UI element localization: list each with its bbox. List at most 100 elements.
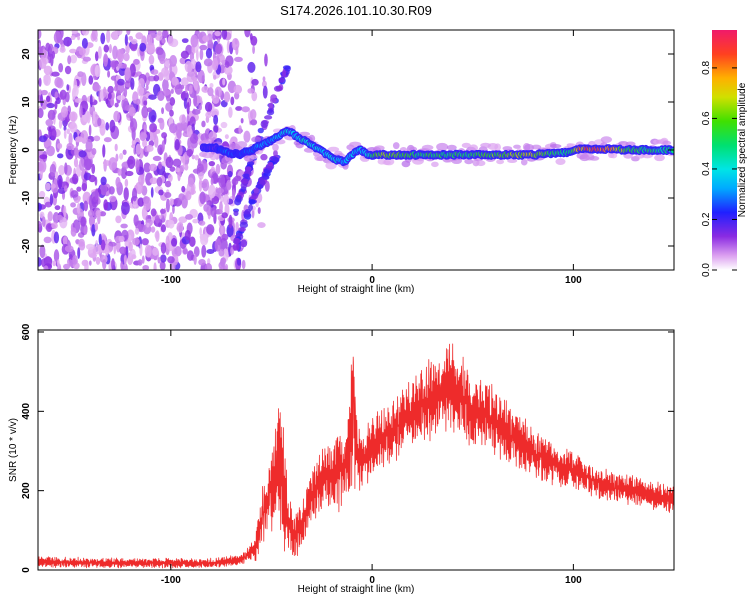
noise-blob xyxy=(161,132,168,139)
noise-blob xyxy=(190,34,199,48)
noise-blob xyxy=(107,85,114,94)
noise-blob xyxy=(120,223,128,229)
noise-blob xyxy=(180,90,189,101)
noise-blob xyxy=(169,198,174,207)
noise-blob xyxy=(174,84,183,95)
noise-blob xyxy=(87,209,95,218)
noise-blob xyxy=(153,75,160,82)
ridge-halo xyxy=(461,142,471,149)
noise-blob xyxy=(45,119,54,127)
noise-blob xyxy=(83,200,89,212)
ridge-halo xyxy=(327,146,340,152)
ridge-halo xyxy=(555,158,566,166)
figure-title: S174.2026.101.10.30.R09 xyxy=(280,3,432,18)
noise-blob xyxy=(169,109,174,117)
snr-y-label: SNR (10 * v/v) xyxy=(8,418,19,482)
noise-blob xyxy=(182,154,186,167)
noise-blob xyxy=(39,154,48,160)
noise-blob xyxy=(165,198,170,213)
noise-blob xyxy=(143,162,151,173)
noise-blob xyxy=(186,148,194,157)
noise-blob xyxy=(184,163,189,171)
ridge-halo xyxy=(325,161,337,170)
noise-blob xyxy=(231,38,240,51)
noise-blob xyxy=(115,176,121,188)
noise-blob xyxy=(189,133,199,144)
noise-blob xyxy=(175,167,180,173)
snr-panel: -100 0 100 0 200 400 600 Height of straight l… xyxy=(8,323,675,595)
noise-blob xyxy=(38,162,45,172)
noise-blob xyxy=(160,242,167,254)
noise-blob xyxy=(124,170,134,177)
noise-blob xyxy=(38,220,42,228)
noise-blob xyxy=(196,163,204,173)
branch-streak xyxy=(236,194,242,200)
noise-blob xyxy=(121,97,129,111)
noise-blob xyxy=(81,30,90,36)
y-tick-label: 400 xyxy=(21,403,32,420)
noise-blob xyxy=(57,187,66,194)
noise-blob xyxy=(148,94,157,100)
noise-blob xyxy=(189,116,196,127)
noise-blob xyxy=(38,107,44,119)
noise-blob xyxy=(49,193,54,206)
noise-blob xyxy=(38,30,42,40)
noise-blob xyxy=(213,125,219,134)
noise-blob xyxy=(38,135,48,143)
noise-blob xyxy=(95,210,101,217)
noise-blob xyxy=(241,259,246,270)
noise-blob xyxy=(124,67,131,80)
y-tick-label: 0 xyxy=(21,147,32,153)
noise-blob xyxy=(161,67,169,77)
noise-blob xyxy=(198,258,206,266)
spectrogram-y-ticks: 20 10 0 -10 -20 xyxy=(21,48,674,253)
noise-blob xyxy=(89,94,93,108)
noise-blob xyxy=(114,143,118,152)
ridge-halo xyxy=(349,141,362,148)
noise-blob xyxy=(66,142,74,151)
noise-blob xyxy=(264,53,268,67)
noise-blob xyxy=(59,89,67,100)
noise-blob xyxy=(46,95,51,103)
ridge-halo xyxy=(421,144,434,151)
branch-streak xyxy=(232,243,240,251)
ridge-halo xyxy=(520,158,528,166)
noise-blob xyxy=(164,180,172,188)
noise-blob xyxy=(185,190,192,201)
noise-blob xyxy=(220,257,227,265)
noise-blob xyxy=(243,130,251,143)
noise-blob xyxy=(70,35,76,41)
colorbar-tick-label: 0.0 xyxy=(701,263,712,277)
branch-streak xyxy=(278,84,284,91)
noise-blob xyxy=(202,35,210,43)
snr-y-ticks: 0 200 400 600 xyxy=(21,323,674,573)
noise-blob xyxy=(72,85,79,97)
noise-blob xyxy=(150,208,157,217)
ridge-halo xyxy=(600,136,613,144)
ridge-halo xyxy=(249,154,258,160)
noise-blob xyxy=(146,44,156,54)
noise-blob xyxy=(53,249,60,263)
noise-blob xyxy=(149,123,158,133)
noise-blob xyxy=(130,77,135,90)
noise-blob xyxy=(59,46,66,53)
noise-blob xyxy=(180,77,189,87)
noise-blob xyxy=(108,43,112,54)
noise-blob xyxy=(109,119,116,133)
noise-blob xyxy=(95,240,98,248)
noise-blob xyxy=(235,221,239,233)
noise-blob xyxy=(39,244,46,259)
noise-blob xyxy=(184,84,188,94)
noise-blob xyxy=(183,97,188,109)
noise-blob xyxy=(224,263,229,270)
noise-blob xyxy=(97,117,102,127)
y-tick-label: -20 xyxy=(21,238,32,253)
ridge-halo xyxy=(625,141,636,147)
noise-blob xyxy=(139,243,143,257)
noise-blob xyxy=(129,118,138,132)
ridge-halo xyxy=(392,142,400,150)
noise-blob xyxy=(39,57,47,69)
noise-blob xyxy=(222,78,226,86)
noise-blob xyxy=(198,104,202,111)
noise-blob xyxy=(64,162,68,175)
